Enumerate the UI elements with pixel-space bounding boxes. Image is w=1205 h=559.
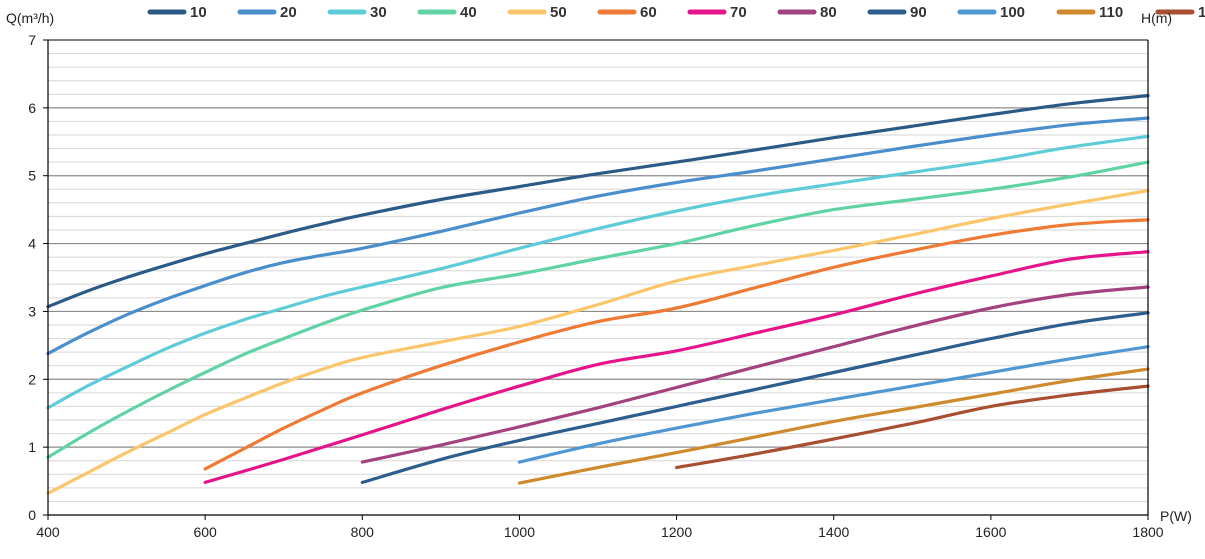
series-layer (46, 94, 1150, 495)
legend-label: 60 (640, 4, 657, 21)
legend-item-40: 40 (417, 4, 477, 21)
legend-item-10: 10 (147, 4, 207, 21)
legend-item-60: 60 (597, 4, 657, 21)
legend-item-50: 50 (507, 4, 567, 21)
y-tick-label: 6 (28, 100, 36, 116)
right-axis-title: H(m) (1141, 10, 1172, 26)
legend-label: 80 (820, 4, 837, 21)
axes (43, 39, 1149, 520)
series-line-20 (46, 116, 1150, 356)
y-tick-label: 5 (28, 168, 36, 184)
x-tick-label: 1200 (661, 524, 692, 540)
series-line-80 (360, 285, 1150, 464)
x-tick-label: 400 (36, 524, 60, 540)
series-line-30 (46, 134, 1150, 410)
legend-item-100: 100 (957, 4, 1025, 21)
series-line-110 (517, 367, 1150, 485)
x-tick-label: 1800 (1132, 524, 1163, 540)
x-tick-label: 600 (193, 524, 217, 540)
legend-label: 90 (910, 4, 927, 21)
legend: 10 20 30 40 50 60 70 80 90 100 110 120 (147, 4, 1205, 21)
legend-label: 10 (190, 4, 207, 21)
series-line-100 (517, 345, 1150, 464)
legend-label: 120 (1198, 4, 1205, 21)
legend-label: 40 (460, 4, 477, 21)
legend-label: 50 (550, 4, 567, 21)
series-line-120 (675, 384, 1150, 470)
series-line-40 (46, 160, 1150, 459)
series-line-60 (203, 218, 1150, 471)
series-line-70 (203, 250, 1150, 484)
legend-item-120: 120 (1155, 4, 1205, 21)
x-tick-label: 1600 (975, 524, 1006, 540)
y-tick-label: 3 (28, 303, 36, 319)
legend-item-110: 110 (1056, 4, 1123, 21)
legend-label: 70 (730, 4, 747, 21)
y-axis-title: Q(m³/h) (6, 10, 54, 26)
y-tick-label: 1 (28, 439, 36, 455)
x-tick-label: 1000 (504, 524, 535, 540)
tick-labels: 400 600 800 1000 1200 1400 1600 1800 0 1 2 3 4 5 6 7 (28, 32, 1164, 540)
legend-item-70: 70 (687, 4, 747, 21)
legend-item-80: 80 (777, 4, 837, 21)
legend-label: 100 (1000, 4, 1025, 21)
y-tick-label: 0 (28, 507, 36, 523)
legend-label: 20 (280, 4, 297, 21)
x-axis-title: P(W) (1160, 508, 1192, 524)
legend-item-90: 90 (867, 4, 927, 21)
series-line-90 (360, 311, 1150, 484)
y-tick-label: 2 (28, 371, 36, 387)
y-tick-label: 7 (28, 32, 36, 48)
legend-item-30: 30 (327, 4, 387, 21)
series-line-50 (46, 189, 1150, 495)
legend-label: 110 (1099, 4, 1123, 21)
grid (48, 53, 1148, 502)
legend-label: 30 (370, 4, 387, 21)
series-line-10 (46, 94, 1150, 309)
y-tick-label: 4 (28, 236, 36, 252)
x-tick-label: 1400 (818, 524, 849, 540)
legend-item-20: 20 (237, 4, 297, 21)
x-tick-label: 800 (351, 524, 375, 540)
